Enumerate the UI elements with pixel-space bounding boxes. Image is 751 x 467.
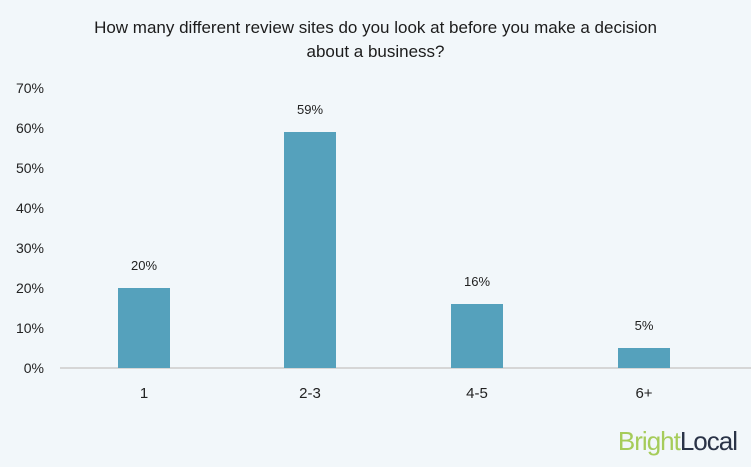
- bar-4-5: [451, 304, 503, 368]
- y-tick: 40%: [15, 200, 44, 216]
- x-tick: 4-5: [466, 385, 488, 402]
- y-tick: 60%: [15, 120, 44, 136]
- y-tick: 70%: [15, 80, 44, 96]
- y-tick: 30%: [15, 240, 44, 256]
- bar-6+: [618, 348, 670, 368]
- bar-2-3: [284, 132, 336, 368]
- y-tick: 20%: [15, 280, 44, 296]
- logo-local: Local: [679, 426, 738, 456]
- data-label: 5%: [634, 318, 654, 333]
- x-tick: 2-3: [299, 385, 321, 402]
- data-label: 59%: [296, 102, 324, 117]
- y-tick: 10%: [15, 320, 44, 336]
- bar-1: [118, 288, 170, 368]
- title-line-2: about a business?: [306, 42, 445, 61]
- x-tick: 1: [139, 385, 149, 402]
- x-tick: 6+: [635, 385, 653, 402]
- chart-title: How many different review sites do you l…: [0, 16, 751, 64]
- y-tick: 0%: [23, 360, 44, 376]
- data-label: 16%: [463, 274, 491, 289]
- brightlocal-logo: BrightLocal: [617, 426, 738, 457]
- logo-bright: Bright: [617, 426, 681, 456]
- x-axis-line: [60, 367, 751, 369]
- title-line-1: How many different review sites do you l…: [94, 18, 657, 37]
- y-tick: 50%: [15, 160, 44, 176]
- data-label: 20%: [130, 258, 158, 273]
